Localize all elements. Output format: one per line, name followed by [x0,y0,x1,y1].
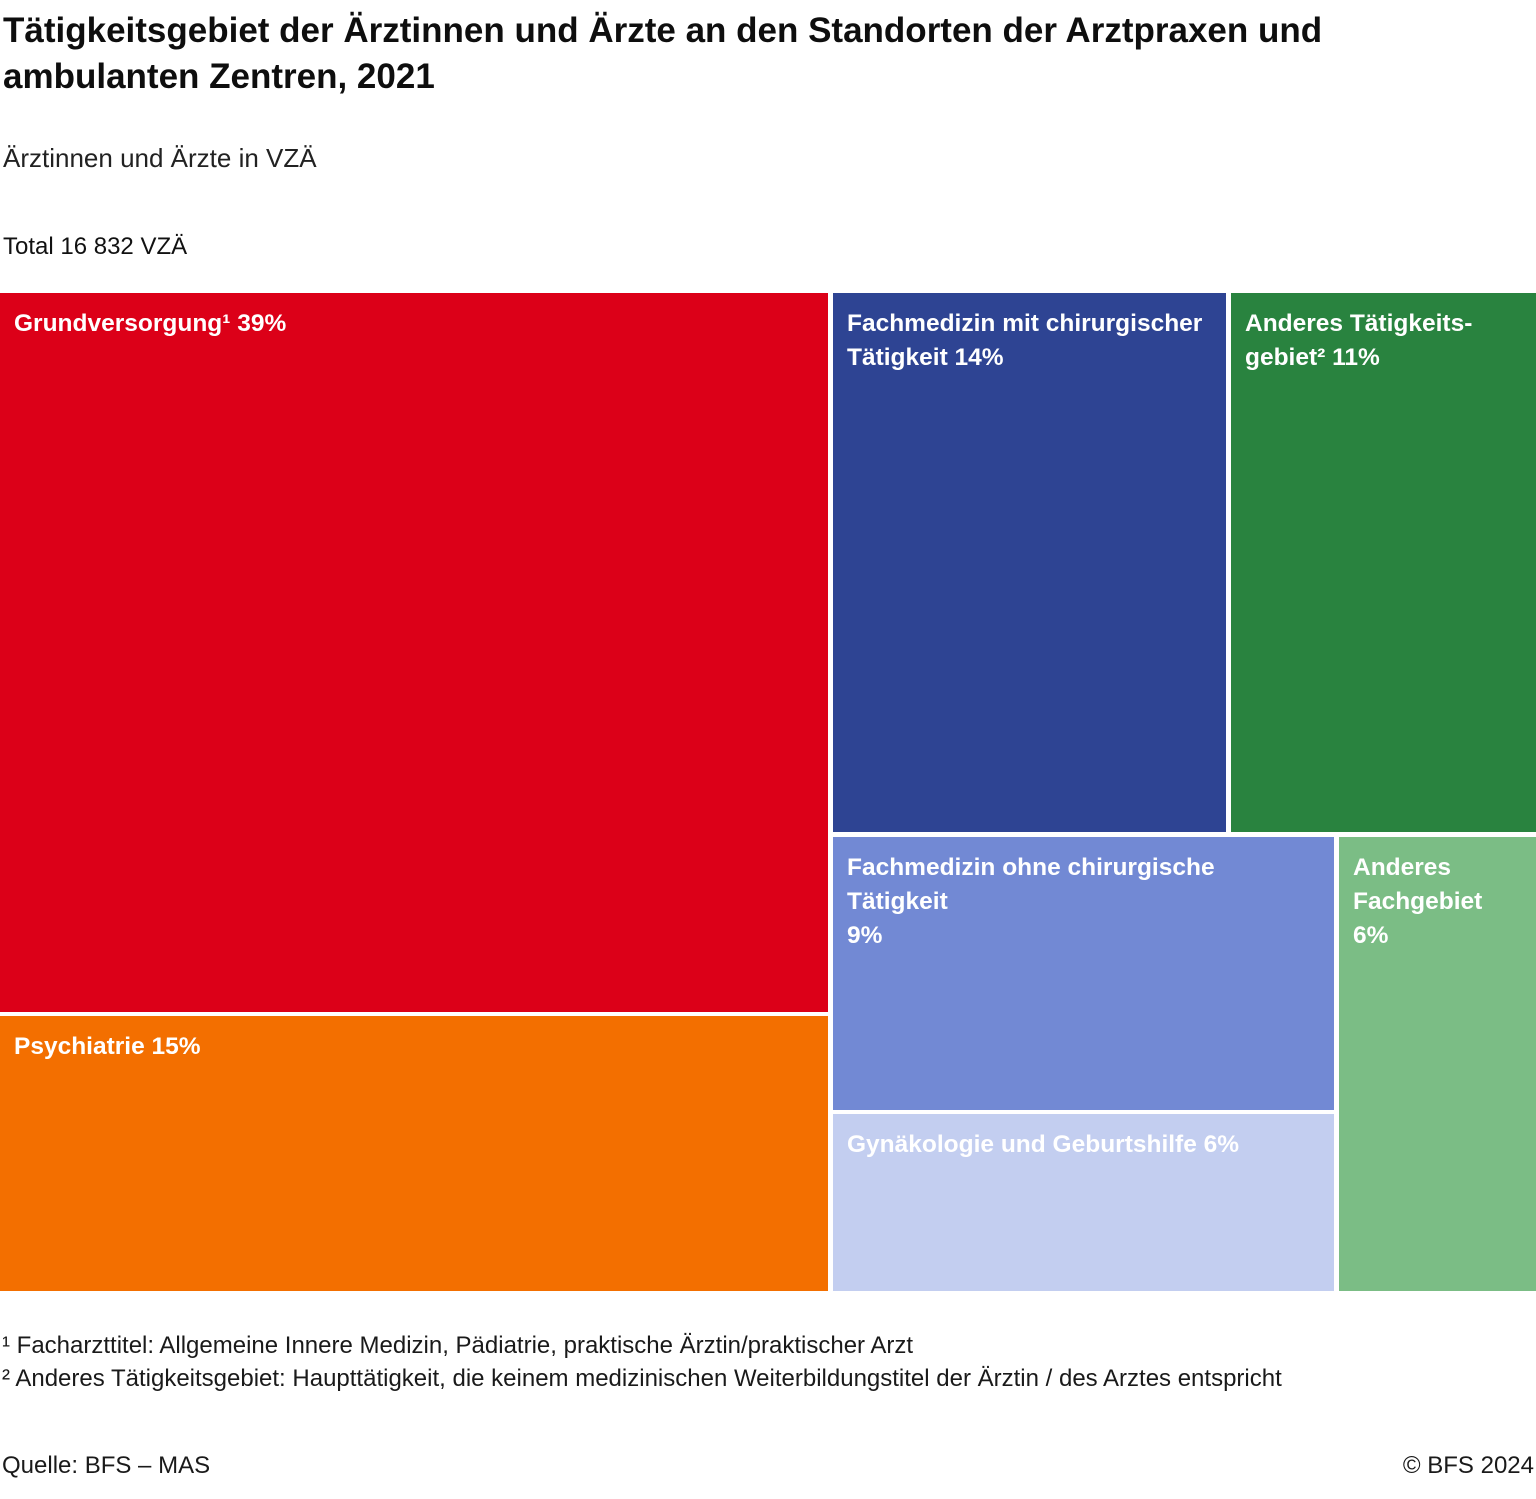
treemap-chart: Grundversorgung¹ 39% Psychiatrie 15% Fac… [0,293,1536,1291]
chart-subtitle: Ärztinnen und Ärzte in VZÄ [3,143,317,173]
treemap-cell-label: Gynäkologie und Geburtshilfe 6% [847,1131,1240,1158]
treemap-cell-anderes-taetigkeitsgebiet: Anderes Tätigkeits- gebiet² 11% [1231,293,1536,832]
footnote-1: ¹ Facharzttitel: Allgemeine Innere Mediz… [2,1332,914,1359]
treemap-cell-fachmedizin-mit-chirurgie: Fachmedizin mit chirurgischer Tätigkeit … [833,293,1226,832]
treemap-cell-fachmedizin-ohne-chirurgie: Fachmedizin ohne chirurgische Tätigkeit … [833,837,1334,1110]
treemap-cell-gynaekologie: Gynäkologie und Geburtshilfe 6% [833,1114,1334,1291]
treemap-cell-label: Fachmedizin ohne chirurgische Tätigkeit … [847,854,1215,949]
treemap-cell-label: Anderes Tätigkeits- gebiet² 11% [1245,310,1473,371]
treemap-cell-grundversorgung: Grundversorgung¹ 39% [0,293,828,1012]
treemap-cell-label: Grundversorgung¹ 39% [14,310,287,337]
source-label: Quelle: BFS – MAS [2,1452,211,1479]
chart-title: Tätigkeitsgebiet der Ärztinnen und Ärzte… [3,11,1323,97]
footnotes: ¹ Facharzttitel: Allgemeine Innere Mediz… [2,1329,1502,1395]
treemap-cell-label: Fachmedizin mit chirurgischer Tätigkeit … [847,310,1203,371]
treemap-cell-label: Anderes Fachgebiet 6% [1353,854,1483,949]
treemap-cell-label: Psychiatrie 15% [14,1033,201,1060]
copyright-label: © BFS 2024 [1402,1452,1534,1479]
total-vza-label: Total 16 832 VZÄ [3,233,188,260]
treemap-cell-psychiatrie: Psychiatrie 15% [0,1016,828,1291]
footnote-2: ² Anderes Tätigkeitsgebiet: Haupttätigke… [2,1365,1282,1392]
treemap-cell-anderes-fachgebiet: Anderes Fachgebiet 6% [1339,837,1536,1291]
footer: Quelle: BFS – MAS © BFS 2024 [2,1452,1534,1480]
